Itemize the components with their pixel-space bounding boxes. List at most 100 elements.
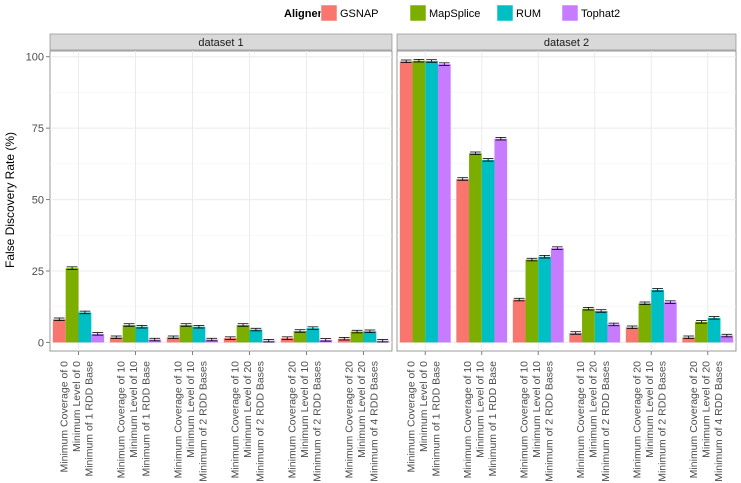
bar xyxy=(456,179,470,343)
bar xyxy=(607,324,621,343)
x-tick-label-line: Minimum of 1 RDD Base xyxy=(141,361,153,477)
bar xyxy=(494,138,508,343)
x-tick-label-line: Minimum Coverage of 10 xyxy=(518,361,530,478)
bar xyxy=(663,302,677,343)
bar xyxy=(109,337,123,343)
x-tick-label-line: Minimum of 2 RDD Bases xyxy=(198,361,210,482)
legend-label-rum: RUM xyxy=(516,8,541,20)
x-tick-label-line: Minimum Coverage of 20 xyxy=(631,361,643,478)
bar xyxy=(538,256,551,343)
bar xyxy=(52,319,66,343)
x-tick-label-line: Minimum of 1 RDD Base xyxy=(84,361,96,477)
legend-key-rum xyxy=(496,4,514,22)
x-tick-label-line: Minimum Level of 10 xyxy=(128,361,140,458)
x-tick-label: Minimum Coverage of 10Minimum Level of 1… xyxy=(173,361,210,482)
x-tick-label-line: Minimum Level of 10 xyxy=(185,361,197,458)
x-tick-label-line: Minimum Level of 20 xyxy=(356,361,368,458)
bar xyxy=(249,329,263,343)
legend-key-gsnap xyxy=(320,4,338,22)
legend-key-tophat2 xyxy=(561,4,579,22)
legend-label-mapsplice: MapSplice xyxy=(429,8,480,20)
bar xyxy=(91,333,105,343)
x-tick-label: Minimum Coverage of 10Minimum Level of 1… xyxy=(462,361,499,478)
legend-key-mapsplice xyxy=(409,4,427,22)
bar xyxy=(122,325,136,343)
bar xyxy=(412,60,426,343)
bar xyxy=(425,61,438,343)
facet-title: dataset 1 xyxy=(198,37,243,49)
bar xyxy=(135,326,149,343)
legend-label-gsnap: GSNAP xyxy=(340,8,379,20)
bar xyxy=(569,333,583,343)
panels: 0 25 50 75 100 dataset 1 Minimum Coverage of 0… xyxy=(26,33,737,482)
x-tick-label-line: Minimum Level of 20 xyxy=(587,361,599,458)
facet-strip xyxy=(49,33,393,51)
x-tick-label-line: Minimum Level of 10 xyxy=(299,361,311,458)
bar xyxy=(437,64,451,343)
x-tick-label: Minimum Coverage of 0Minimum Level of 0M… xyxy=(59,361,96,477)
bar xyxy=(720,335,734,343)
bar xyxy=(280,338,294,343)
x-tick-label-line: Minimum of 2 RDD Bases xyxy=(255,361,267,482)
x-tick-label: Minimum Coverage of 20Minimum Level of 1… xyxy=(631,361,668,482)
bar xyxy=(399,61,413,343)
bar xyxy=(594,311,608,343)
bar xyxy=(293,331,307,343)
x-tick-label-line: Minimum Coverage of 0 xyxy=(59,361,71,473)
bar xyxy=(350,331,364,343)
x-tick-label: Minimum Coverage of 10Minimum Level of 1… xyxy=(518,361,555,482)
bar xyxy=(306,328,320,343)
x-tick-label-line: Minimum of 2 RDD Bases xyxy=(656,361,668,482)
x-tick-label-line: Minimum Coverage of 10 xyxy=(173,361,185,478)
bar xyxy=(363,331,377,343)
bar xyxy=(236,325,250,343)
x-tick-label-line: Minimum Level of 10 xyxy=(644,361,656,458)
x-tick-label-line: Minimum Coverage of 0 xyxy=(405,361,417,473)
x-tick-label-line: Minimum of 4 RDD Bases xyxy=(713,361,725,482)
y-tick-label: 50 xyxy=(32,195,44,207)
x-tick-label: Minimum Coverage of 0Minimum Level of 0M… xyxy=(405,361,442,477)
x-tick-label-line: Minimum Coverage of 20 xyxy=(344,361,356,478)
x-tick-label: Minimum Coverage of 10Minimum Level of 1… xyxy=(116,361,153,478)
bar xyxy=(525,259,539,343)
y-axis-title: False Discovery Rate (%) xyxy=(3,132,17,268)
bar xyxy=(469,153,482,343)
bar xyxy=(638,303,652,343)
x-tick-label: Minimum Coverage of 20Minimum Level of 2… xyxy=(344,361,381,482)
bar xyxy=(651,289,664,343)
legend: Aligner GSNAP MapSplice RUM Tophat2 xyxy=(284,4,620,22)
bar xyxy=(625,327,639,343)
bar xyxy=(550,248,564,343)
x-tick-label-line: Minimum Coverage of 10 xyxy=(230,361,242,478)
bar xyxy=(582,308,595,343)
bar xyxy=(337,338,351,343)
x-tick-label-line: Minimum Level of 10 xyxy=(531,361,543,458)
panel-background xyxy=(396,50,737,352)
bar xyxy=(166,337,180,343)
x-tick-label-line: Minimum of 2 RDD Bases xyxy=(543,361,555,482)
panel-background xyxy=(49,50,393,352)
x-tick-label-line: Minimum of 1 RDD Base xyxy=(487,361,499,477)
bar xyxy=(512,299,526,343)
bar xyxy=(682,337,696,343)
bar xyxy=(223,338,237,343)
y-tick-label: 100 xyxy=(26,52,44,64)
x-tick-label-line: Minimum Level of 0 xyxy=(418,361,430,452)
x-tick-label-line: Minimum Level of 0 xyxy=(71,361,83,452)
facet-title: dataset 2 xyxy=(544,37,589,49)
x-tick-label: Minimum Coverage of 10Minimum Level of 2… xyxy=(575,361,612,482)
bar xyxy=(179,325,193,343)
bar xyxy=(695,321,708,343)
bar xyxy=(78,312,92,343)
x-tick-label-line: Minimum Level of 10 xyxy=(474,361,486,458)
x-tick-label-line: Minimum Level of 20 xyxy=(242,361,254,458)
x-tick-label-line: Minimum of 2 RDD Bases xyxy=(312,361,324,482)
x-tick-label-line: Minimum Coverage of 20 xyxy=(287,361,299,478)
x-tick-label: Minimum Coverage of 10Minimum Level of 2… xyxy=(230,361,267,482)
y-tick-label: 25 xyxy=(32,266,44,278)
bar xyxy=(707,317,721,343)
x-tick-label-line: Minimum Coverage of 10 xyxy=(116,361,128,478)
x-tick-label-line: Minimum of 1 RDD Base xyxy=(430,361,442,477)
